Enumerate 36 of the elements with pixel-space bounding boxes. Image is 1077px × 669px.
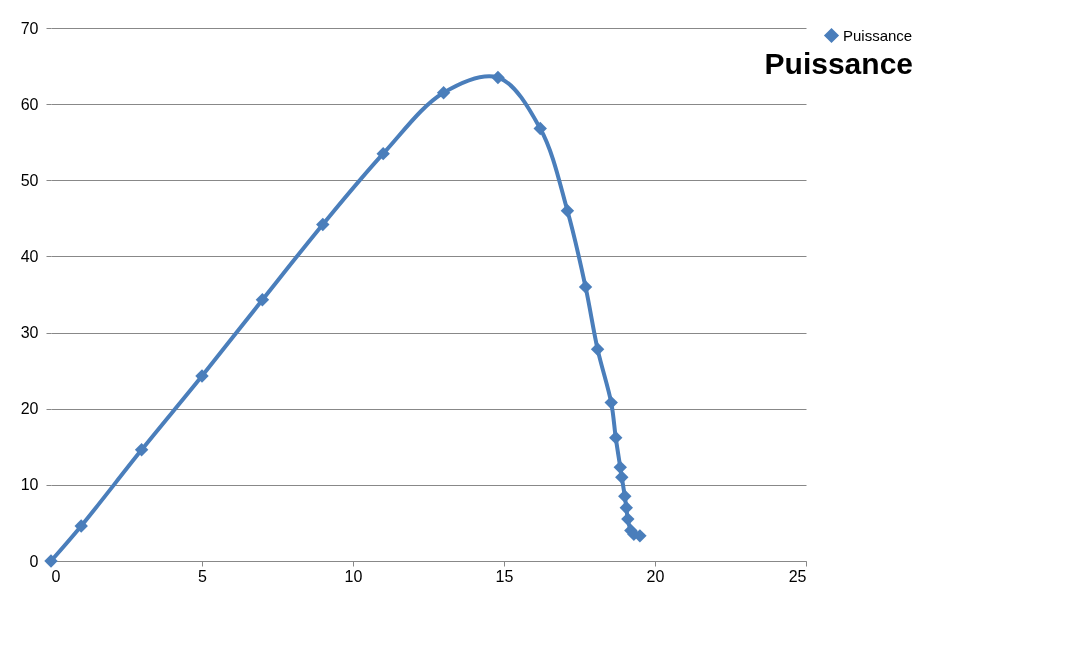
legend-label: Puissance xyxy=(843,26,913,44)
x-tick-label: 5 xyxy=(198,567,208,585)
point xyxy=(195,369,209,383)
text: Puissance xyxy=(764,47,913,80)
x-tick-label: 10 xyxy=(344,567,363,585)
x-tick-label: 20 xyxy=(646,567,665,585)
y-tick-label: 10 xyxy=(20,476,39,494)
point xyxy=(604,395,618,410)
point xyxy=(134,443,149,457)
point xyxy=(74,519,88,533)
x-tick-label: 25 xyxy=(788,567,807,585)
point xyxy=(44,554,58,568)
point xyxy=(316,217,330,232)
point xyxy=(578,280,593,294)
point xyxy=(255,293,270,307)
y-tick-label: 70 xyxy=(20,19,39,37)
y-tick-label: 40 xyxy=(20,247,39,265)
point xyxy=(609,430,623,445)
y-tick-label: 60 xyxy=(20,95,39,113)
point xyxy=(621,512,635,526)
point xyxy=(613,460,627,475)
y-tick-label: 30 xyxy=(20,324,39,342)
x-tick-label: 0 xyxy=(51,567,61,585)
point xyxy=(436,86,451,100)
x-tick-label: 15 xyxy=(495,567,514,585)
point xyxy=(533,121,547,136)
y-tick-label: 20 xyxy=(20,400,39,418)
point xyxy=(560,204,575,218)
point xyxy=(491,70,505,85)
y-tick-label: 50 xyxy=(20,171,39,189)
point xyxy=(619,500,634,515)
point xyxy=(376,146,390,161)
point xyxy=(618,489,632,503)
point xyxy=(615,470,629,484)
y-tick-label: 0 xyxy=(29,552,39,570)
point xyxy=(590,342,605,357)
